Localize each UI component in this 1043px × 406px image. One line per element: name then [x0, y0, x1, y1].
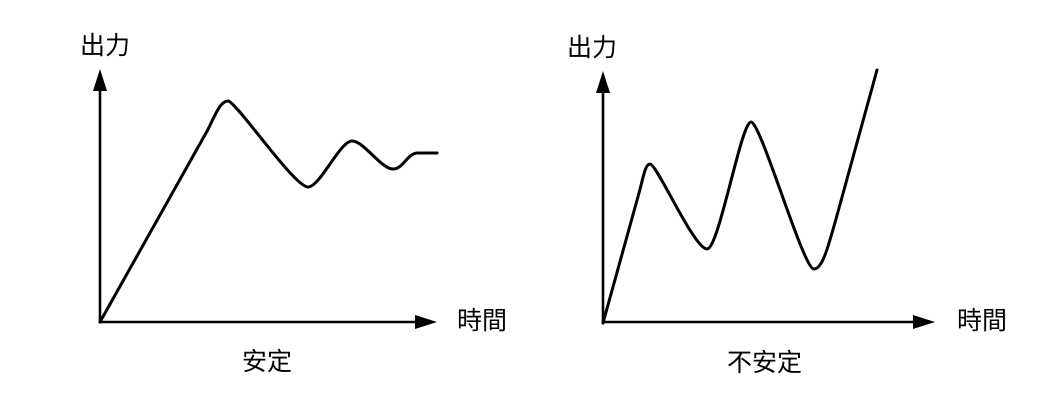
stable-y-axis-label: 出力: [80, 32, 130, 60]
unstable-curve: [601, 68, 879, 325]
unstable-y-axis-label: 出力: [567, 34, 617, 62]
unstable-caption: 不安定: [727, 349, 802, 377]
stable-y-axis-arrowhead-icon: [93, 69, 107, 91]
stable-panel: 出力 時間 安定: [80, 32, 507, 376]
unstable-x-axis-arrowhead-icon: [913, 315, 935, 329]
unstable-x-axis-label: 時間: [957, 307, 1007, 335]
stable-caption: 安定: [242, 348, 292, 376]
stable-x-axis-arrowhead-icon: [415, 315, 437, 329]
unstable-y-axis-arrowhead-icon: [596, 71, 610, 93]
stable-x-axis-label: 時間: [457, 307, 507, 335]
stable-curve: [98, 99, 439, 324]
unstable-panel: 出力 時間 不安定: [567, 34, 1007, 377]
